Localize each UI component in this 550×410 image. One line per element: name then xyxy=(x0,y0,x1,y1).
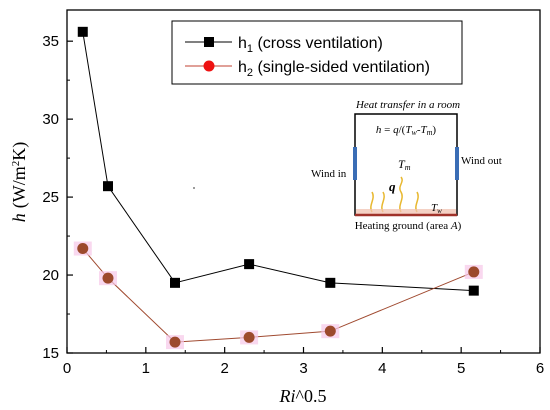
wall-temperature-label: Tw xyxy=(431,202,442,215)
stray-dot xyxy=(193,187,195,189)
y-tick-label: 20 xyxy=(42,267,59,284)
data-point-h2 xyxy=(243,331,255,343)
data-point-h2 xyxy=(77,243,89,255)
data-point-h2 xyxy=(324,325,336,337)
wind-out-label: Wind out xyxy=(461,155,502,167)
x-tick-label: 1 xyxy=(142,360,150,377)
data-point-h1 xyxy=(102,181,113,192)
x-tick-label: 0 xyxy=(63,360,71,377)
legend-marker-h1 xyxy=(204,37,214,47)
data-point-h1 xyxy=(77,26,88,37)
x-tick-label: 3 xyxy=(299,360,307,377)
data-point-h2 xyxy=(102,272,114,284)
y-tick-label: 30 xyxy=(42,111,59,128)
y-tick-label: 35 xyxy=(42,33,59,50)
data-point-h1 xyxy=(468,285,479,296)
data-point-h2 xyxy=(169,336,181,348)
heating-ground-glow xyxy=(356,209,456,214)
heat-flux-label: q xyxy=(389,179,396,194)
series-line-2 xyxy=(82,248,474,343)
x-tick-label: 6 xyxy=(536,360,544,377)
y-tick-label: 25 xyxy=(42,189,59,206)
data-point-h1 xyxy=(325,277,336,288)
heat-plume-3 xyxy=(399,176,403,213)
x-axis-title: Ri^0.5 xyxy=(279,386,327,406)
y-tick-label: 15 xyxy=(42,345,59,362)
series-line-1 xyxy=(82,31,474,292)
y-axis: 15 20 25 30 35 xyxy=(42,33,73,362)
x-tick-label: 5 xyxy=(457,360,465,377)
data-point-h1 xyxy=(244,259,255,270)
data-point-h2 xyxy=(468,266,480,278)
inset-equation: h = q/(Tw-Tm) xyxy=(376,124,437,137)
wind-in-label: Wind in xyxy=(311,168,347,180)
series-layer xyxy=(73,26,483,350)
legend: h1 (cross ventilation) h2 (single-sided … xyxy=(171,20,463,85)
room-temperature-label: Tm xyxy=(398,157,411,172)
x-axis: 0 1 2 3 4 5 6 xyxy=(63,347,544,377)
inset-title: Heat transfer in a room xyxy=(355,99,460,111)
data-point-h1 xyxy=(170,277,181,288)
heating-ground-label: Heating ground (area A) xyxy=(355,220,462,232)
x-tick-label: 2 xyxy=(220,360,228,377)
legend-label-h2: h2 (single-sided ventilation) xyxy=(238,59,430,79)
y-axis-title: h(W/m2K) xyxy=(9,142,30,223)
legend-label-h1: h1 (cross ventilation) xyxy=(238,35,383,55)
legend-marker-h2 xyxy=(203,60,215,72)
x-tick-label: 4 xyxy=(378,360,386,377)
legend-box xyxy=(171,20,463,85)
inset-room-diagram: Heat transfer in a room h = q/(Tw-Tm) Wi… xyxy=(311,99,502,232)
